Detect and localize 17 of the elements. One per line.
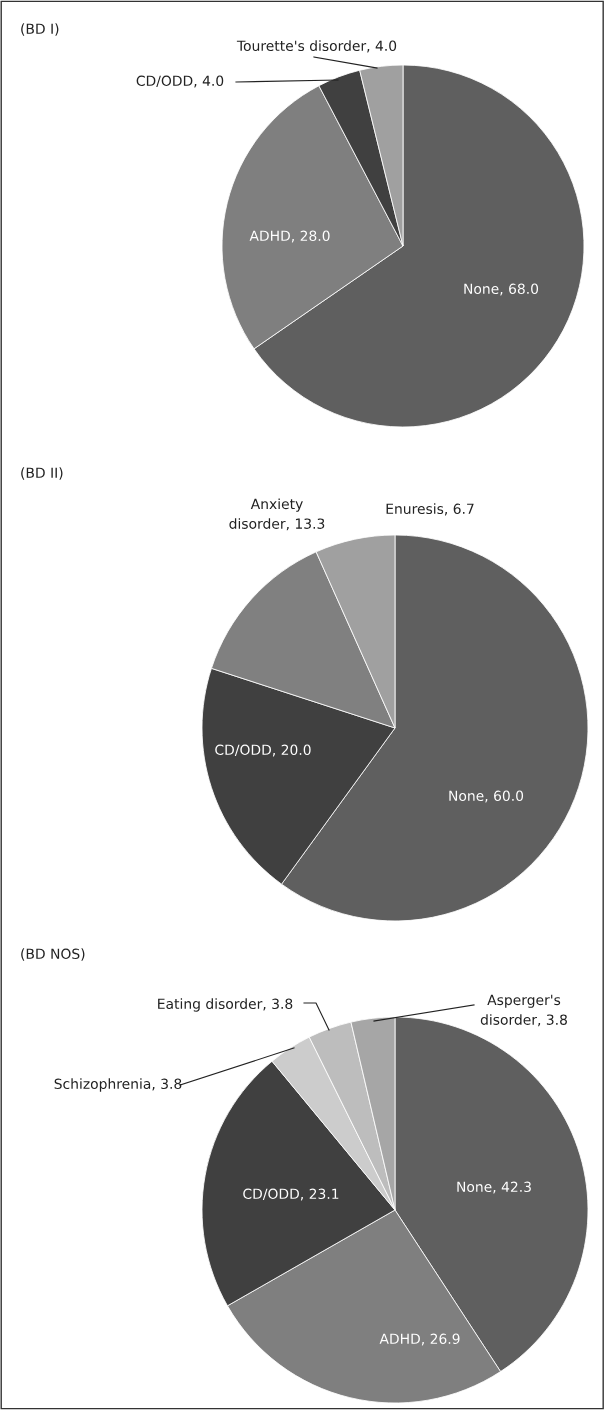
- slice-label: Asperger's disorder, 3.8: [480, 994, 567, 1027]
- slice-label: Eating disorder, 3.8: [158, 998, 293, 1012]
- slice-label: Schizophrenia, 3.8: [54, 1078, 182, 1092]
- chart-title: (BD I): [21, 23, 59, 36]
- slice-label: ADHD, 26.9: [379, 1333, 460, 1346]
- slice-label: Anxiety disorder, 13.3: [229, 498, 325, 531]
- slice-label: ADHD, 28.0: [249, 230, 330, 243]
- slice-label: CD/ODD, 4.0: [136, 75, 224, 88]
- text: (BD II): [21, 467, 63, 480]
- slice-label: CD/ODD, 23.1: [243, 1188, 339, 1201]
- slice-label: None, 42.3: [457, 1181, 531, 1194]
- slice-label: Enuresis, 6.7: [386, 503, 474, 516]
- slice-label: None, 60.0: [449, 790, 524, 803]
- slice-label: None, 68.0: [464, 283, 539, 296]
- chart-title: (BD NOS): [21, 948, 85, 961]
- slice-label: Tourette's disorder, 4.0: [236, 40, 397, 53]
- slice-label: CD/ODD, 20.0: [215, 744, 311, 757]
